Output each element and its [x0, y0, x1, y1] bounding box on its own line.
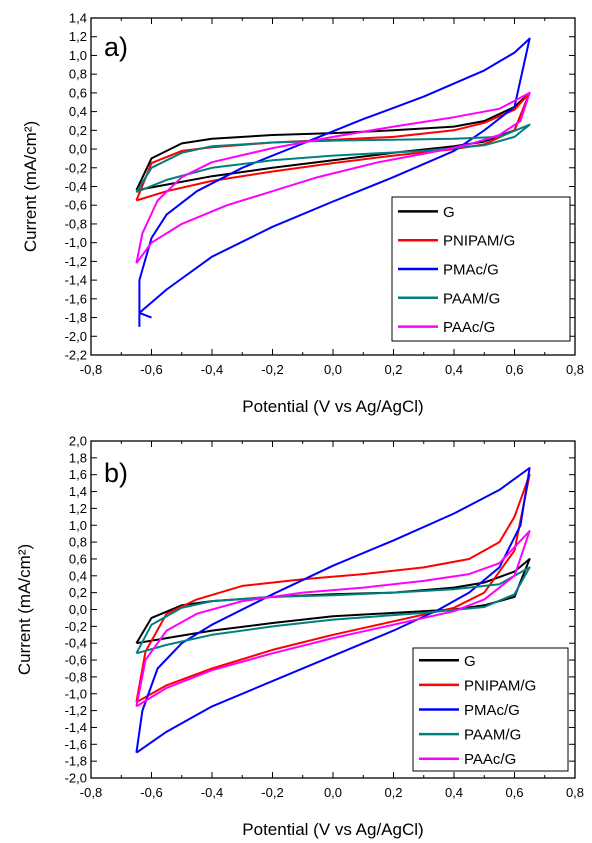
x-tick-label: 0,0	[324, 362, 342, 377]
y-tick-label: 1,4	[69, 484, 87, 499]
y-tick-label: -1,4	[65, 720, 87, 735]
y-tick-label: -1,2	[65, 703, 87, 718]
x-tick-label: 0,0	[324, 785, 342, 800]
y-axis-title: Current (mA/cm²)	[21, 121, 40, 252]
x-tick-label: -0,8	[80, 785, 102, 800]
y-tick-label: -1,8	[65, 754, 87, 769]
legend-label: PNIPAM/G	[443, 233, 515, 250]
legend-label: PMAc/G	[443, 262, 499, 279]
x-tick-label: -0,2	[261, 362, 283, 377]
series-line-pmac-g	[138, 37, 531, 327]
x-tick-label: 0,4	[445, 362, 463, 377]
legend: G PNIPAM/G PMAc/G PAAM/G PAAc/G	[391, 196, 571, 342]
y-axis-title: Current (mA/cm²)	[15, 544, 34, 675]
legend-label: PAAM/G	[464, 727, 521, 744]
series-line-pnipam-g	[135, 473, 531, 704]
x-axis-title: Potential (V vs Ag/AgCl)	[242, 820, 423, 839]
x-tick-label: -0,6	[140, 362, 162, 377]
y-tick-label: 0,6	[69, 551, 87, 566]
x-tick-label: 0,6	[505, 362, 523, 377]
y-tick-label: 0,8	[69, 535, 87, 550]
y-tick-label: 0,8	[69, 67, 87, 82]
y-tick-label: -1,4	[65, 273, 87, 288]
y-tick-label: -0,6	[65, 198, 87, 213]
y-tick-label: -1,6	[65, 737, 87, 752]
y-tick-label: -0,6	[65, 653, 87, 668]
y-tick-label: -2,2	[65, 348, 87, 363]
y-tick-label: 1,4	[69, 11, 87, 26]
x-tick-label: -0,6	[140, 785, 162, 800]
y-tick-label: -0,8	[65, 216, 87, 231]
y-tick-label: -0,4	[65, 636, 87, 651]
y-tick-label: 0,0	[69, 602, 87, 617]
x-tick-label: 0,2	[384, 362, 402, 377]
panel-label: a)	[104, 32, 128, 62]
legend-label: G	[464, 653, 476, 670]
y-tick-label: -0,2	[65, 160, 87, 175]
series-line-pmac-g	[135, 467, 531, 754]
legend: G PNIPAM/G PMAc/G PAAM/G PAAc/G	[412, 647, 569, 772]
y-tick-label: 0,4	[69, 568, 87, 583]
chart-panel-b: -0,8 -0,6 -0,4 -0,2 0,0 0,2 0,4 0,6 0,82,01,81,6…	[15, 434, 584, 840]
x-axis-title: Potential (V vs Ag/AgCl)	[242, 397, 423, 416]
legend-label: PAAc/G	[464, 751, 516, 768]
y-tick-label: -0,8	[65, 669, 87, 684]
y-tick-label: 1,0	[69, 518, 87, 533]
y-tick-label: 2,0	[69, 434, 87, 449]
series-line-paam-g	[135, 566, 531, 655]
y-tick-label: -1,2	[65, 254, 87, 269]
legend-label: G	[443, 204, 455, 221]
x-tick-label: 0,2	[384, 785, 402, 800]
x-tick-label: -0,4	[201, 785, 223, 800]
series-line-paac-g	[135, 530, 531, 708]
legend-label: PNIPAM/G	[464, 677, 536, 694]
x-tick-label: 0,6	[505, 785, 523, 800]
legend-label: PAAM/G	[443, 290, 500, 307]
y-tick-label: -2,0	[65, 329, 87, 344]
x-tick-label: 0,8	[566, 785, 584, 800]
y-tick-label: -1,8	[65, 310, 87, 325]
panel-label: b)	[104, 458, 128, 488]
legend-label: PMAc/G	[464, 702, 520, 719]
y-tick-label: -1,0	[65, 686, 87, 701]
y-tick-label: 0,0	[69, 142, 87, 157]
x-tick-label: -0,8	[80, 362, 102, 377]
x-tick-label: -0,4	[201, 362, 223, 377]
series-line-paam-g	[135, 123, 531, 194]
x-tick-label: -0,2	[261, 785, 283, 800]
x-tick-label: 0,8	[566, 362, 584, 377]
series-line-paac-g	[135, 91, 531, 264]
y-tick-label: -1,6	[65, 291, 87, 306]
y-tick-label: -2,0	[65, 771, 87, 786]
y-tick-label: 0,2	[69, 123, 87, 138]
y-tick-label: 1,2	[69, 501, 87, 516]
legend-label: PAAc/G	[443, 319, 495, 336]
x-tick-label: 0,4	[445, 785, 463, 800]
y-tick-label: -1,0	[65, 235, 87, 250]
chart-panel-a: -0,8 -0,6 -0,4 -0,2 0,0 0,2 0,4 0,6 0,8 1,4 1,2 1,0…	[21, 11, 584, 417]
y-tick-label: 1,6	[69, 467, 87, 482]
y-tick-label: 0,2	[69, 585, 87, 600]
y-tick-label: 1,2	[69, 29, 87, 44]
y-tick-label: 0,4	[69, 104, 87, 119]
y-tick-label: -0,2	[65, 619, 87, 634]
y-tick-label: 0,6	[69, 85, 87, 100]
y-tick-label: 1,0	[69, 48, 87, 63]
y-tick-label: -0,4	[65, 179, 87, 194]
y-tick-label: 1,8	[69, 450, 87, 465]
